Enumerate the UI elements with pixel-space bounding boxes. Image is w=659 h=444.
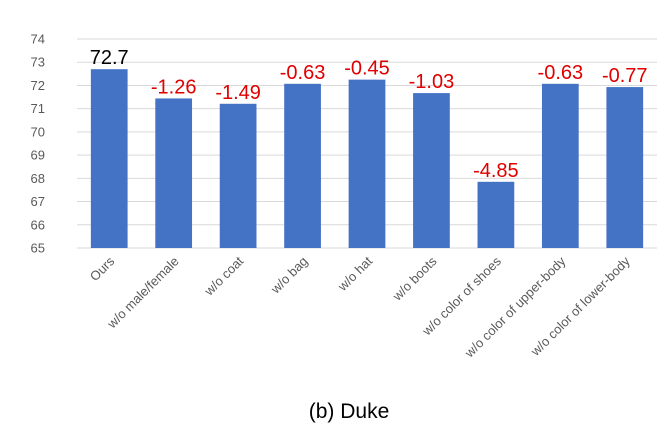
data-label: -0.63	[280, 62, 326, 84]
data-label: -0.45	[344, 58, 390, 80]
y-tick-label: 67	[31, 194, 45, 209]
bar	[541, 83, 579, 249]
y-tick-label: 72	[31, 78, 45, 93]
chart-caption: (b) Duke	[309, 400, 390, 423]
y-tick-label: 65	[31, 241, 45, 256]
data-label: -0.77	[602, 65, 648, 87]
data-label: -0.63	[538, 62, 584, 84]
data-label: -1.49	[215, 82, 261, 104]
y-tick-label: 66	[31, 217, 45, 232]
x-category-label: w/o bag	[267, 254, 311, 298]
x-category-label: w/o coat	[201, 253, 247, 299]
y-tick-label: 69	[31, 148, 45, 163]
y-tick-label: 73	[31, 55, 45, 70]
x-category-label: w/o boots	[389, 253, 440, 304]
y-axis-ticks: 65 66 67 68 69 70 71 72 73 74	[31, 32, 45, 256]
y-tick-label: 68	[31, 171, 45, 186]
data-label: -4.85	[473, 160, 519, 182]
bar	[477, 181, 515, 248]
data-label: -1.03	[409, 71, 455, 93]
y-tick-label: 71	[31, 101, 45, 116]
bar	[606, 87, 644, 248]
bar	[90, 69, 128, 248]
x-category-label: Ours	[87, 253, 118, 284]
data-label: -1.26	[151, 76, 197, 98]
x-category-label: w/o hat	[334, 253, 375, 294]
data-labels: 72.7-1.26 -1.49-0.63 -0.45-1.03-4.85-0.63-…	[90, 47, 648, 182]
bar	[413, 93, 450, 248]
bar	[348, 79, 386, 248]
y-tick-label: 74	[31, 32, 45, 47]
bar	[284, 83, 321, 249]
bar	[155, 98, 193, 249]
bars	[90, 69, 644, 249]
y-tick-label: 70	[31, 124, 45, 139]
data-label: 72.7	[90, 47, 129, 69]
bar	[219, 103, 257, 248]
